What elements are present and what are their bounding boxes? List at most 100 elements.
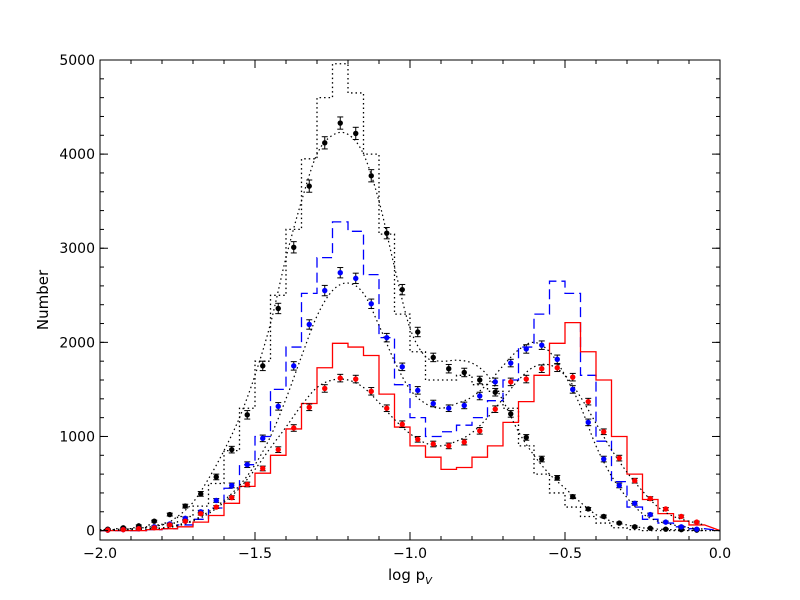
data-point — [430, 399, 437, 408]
data-point — [461, 367, 468, 378]
point-marker — [151, 518, 157, 524]
y-tick-label: 5000 — [59, 53, 95, 69]
point-marker — [275, 446, 281, 453]
point-marker — [384, 230, 390, 236]
data-point — [120, 526, 127, 533]
point-marker — [554, 365, 560, 371]
data-point — [321, 284, 328, 297]
data-point — [135, 526, 142, 532]
point-marker — [616, 455, 622, 461]
point-marker — [492, 389, 498, 395]
point-marker — [229, 494, 235, 501]
data-point — [414, 386, 421, 395]
data-point — [259, 360, 266, 372]
data-point — [662, 519, 669, 525]
data-point — [275, 302, 282, 315]
point-marker — [120, 526, 126, 533]
data-point — [445, 363, 452, 374]
data-point — [678, 524, 685, 530]
point-marker — [151, 525, 157, 531]
data-point — [662, 506, 669, 512]
data-point — [197, 510, 204, 517]
data-point — [306, 179, 313, 193]
point-marker — [337, 120, 343, 126]
point-marker — [616, 482, 622, 489]
point-marker — [322, 287, 328, 294]
data-point — [290, 424, 297, 432]
x-axis-label-main: log p — [388, 566, 425, 584]
data-point — [600, 428, 607, 436]
data-point — [197, 491, 204, 497]
point-marker — [554, 475, 560, 481]
point-marker — [523, 376, 529, 382]
point-marker — [244, 412, 250, 418]
data-point — [290, 361, 297, 371]
data-point — [616, 520, 623, 526]
data-point — [399, 420, 406, 429]
data-point — [228, 445, 235, 454]
data-point — [476, 375, 483, 385]
point-marker — [353, 376, 359, 382]
data-point — [569, 385, 576, 394]
x-tick-label: −0.5 — [548, 546, 582, 562]
point-marker — [275, 305, 281, 312]
data-point — [476, 427, 483, 435]
point-marker — [694, 526, 700, 532]
data-point — [368, 169, 375, 183]
data-point — [259, 434, 266, 443]
data-point — [399, 283, 406, 296]
point-marker — [616, 520, 622, 526]
data-point — [678, 513, 685, 520]
data-point — [600, 455, 607, 463]
point-marker — [539, 456, 545, 462]
data-point — [600, 513, 607, 520]
data-point — [383, 227, 390, 240]
data-point — [631, 500, 638, 506]
point-marker — [663, 519, 669, 525]
point-marker — [601, 456, 607, 462]
data-point — [445, 404, 452, 413]
point-marker — [492, 379, 498, 385]
data-point — [244, 410, 251, 420]
point-marker — [446, 443, 452, 449]
point-marker — [291, 425, 297, 431]
data-point — [476, 391, 483, 401]
point-marker — [632, 524, 638, 530]
x-tick-label: −1.0 — [393, 546, 427, 562]
data-point — [228, 494, 235, 501]
point-marker — [539, 366, 545, 372]
fit-curve-blue-fit — [100, 282, 705, 532]
data-point — [693, 519, 700, 525]
data-point — [213, 504, 220, 510]
y-tick-label: 3000 — [59, 241, 95, 257]
point-marker — [182, 503, 188, 509]
histogram-red-population — [100, 321, 720, 532]
point-marker — [275, 403, 281, 410]
point-marker — [585, 419, 591, 426]
point-marker — [647, 511, 653, 518]
data-point — [414, 435, 421, 443]
fit-curve-red-fit — [100, 363, 705, 532]
point-marker — [260, 363, 266, 369]
data-point — [554, 354, 561, 365]
data-point — [321, 136, 328, 150]
data-point — [275, 402, 282, 411]
series-total-points — [104, 116, 700, 533]
point-marker — [415, 329, 421, 335]
x-tick-label: −1.5 — [238, 546, 272, 562]
data-point — [368, 387, 375, 396]
data-point — [337, 373, 344, 383]
point-marker — [229, 482, 235, 489]
data-point — [275, 446, 282, 453]
data-point — [244, 481, 251, 488]
data-point — [337, 267, 344, 279]
data-point — [569, 372, 576, 382]
data-point — [306, 319, 313, 330]
data-point — [228, 482, 235, 489]
data-point — [352, 272, 359, 285]
point-marker — [415, 436, 421, 442]
data-point — [352, 374, 359, 384]
point-marker — [663, 506, 669, 512]
series-blue-points — [104, 267, 700, 533]
point-marker — [337, 375, 343, 381]
